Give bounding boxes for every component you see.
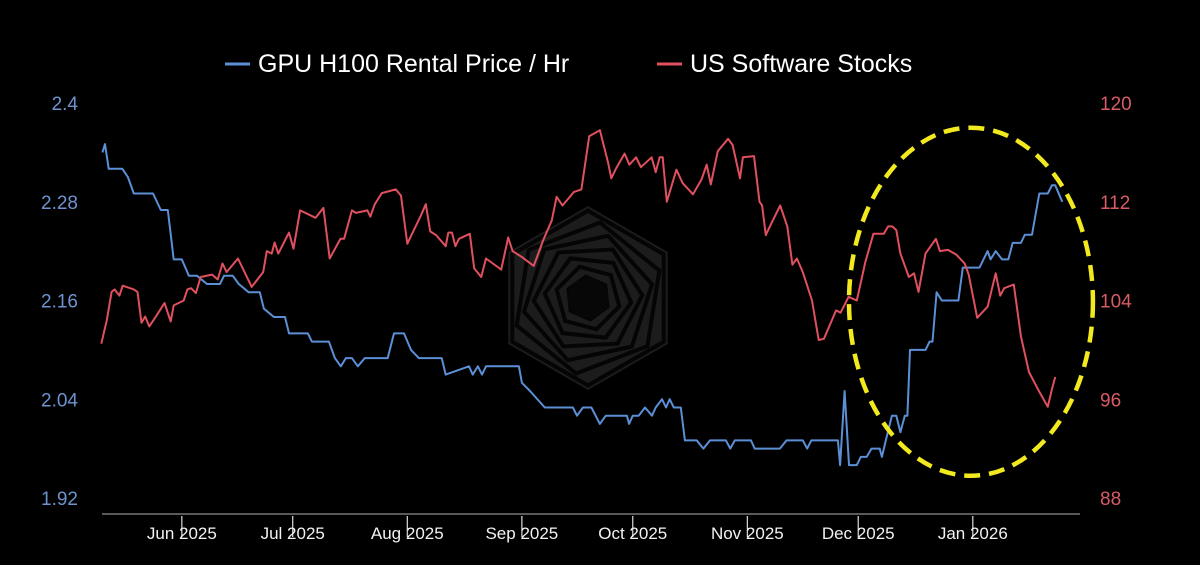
- y-right-tick-label: 104: [1100, 292, 1132, 313]
- watermark-ring: [542, 256, 634, 340]
- legend: GPU H100 Rental Price / Hr US Software S…: [225, 50, 912, 78]
- legend-label-software: US Software Stocks: [690, 50, 912, 78]
- series-line-us-software: [100, 129, 1057, 408]
- series-line-gpu-h100: [101, 143, 1064, 467]
- watermark-center: [568, 278, 608, 318]
- x-tick-label: Nov 2025: [711, 524, 784, 543]
- annotation-layer: [846, 125, 1096, 479]
- legend-label-gpu: GPU H100 Rental Price / Hr: [258, 50, 569, 78]
- x-tick-label: Aug 2025: [371, 524, 444, 543]
- y-left-tick-label: 2.04: [41, 390, 78, 411]
- series-layer: [100, 129, 1064, 467]
- watermark-logo: [508, 206, 668, 390]
- x-tick-label: Jan 2026: [938, 524, 1008, 543]
- y-right-tick-label: 112: [1100, 193, 1130, 214]
- x-axis: Jun 2025 Jul 2025 Aug 2025 Sep 2025 Oct 2025…: [102, 513, 1080, 543]
- x-tick-label: Sep 2025: [485, 524, 558, 543]
- y-left-tick-label: 2.28: [41, 193, 78, 214]
- watermark-ring: [514, 220, 662, 376]
- y-axis-right: 120 112 104 96 88: [1100, 94, 1132, 510]
- watermark-ring: [531, 247, 645, 349]
- watermark-ring: [521, 233, 655, 363]
- y-left-tick-label: 2.16: [41, 292, 78, 313]
- y-right-tick-label: 88: [1100, 489, 1121, 510]
- watermark-ring: [554, 264, 622, 332]
- y-right-tick-label: 120: [1100, 94, 1132, 115]
- x-tick-label: Dec 2025: [822, 524, 895, 543]
- y-left-tick-label: 2.4: [52, 94, 79, 115]
- x-tick-label: Jun 2025: [147, 524, 217, 543]
- watermark-ring: [510, 208, 666, 388]
- x-tick-label: Oct 2025: [598, 524, 667, 543]
- x-tick-label: Jul 2025: [261, 524, 325, 543]
- y-right-tick-label: 96: [1100, 390, 1121, 411]
- highlight-ellipse: [846, 125, 1096, 479]
- y-axis-left: 2.4 2.28 2.16 2.04 1.92: [41, 94, 78, 510]
- y-left-tick-label: 1.92: [41, 489, 78, 510]
- watermark-ring: [566, 274, 610, 322]
